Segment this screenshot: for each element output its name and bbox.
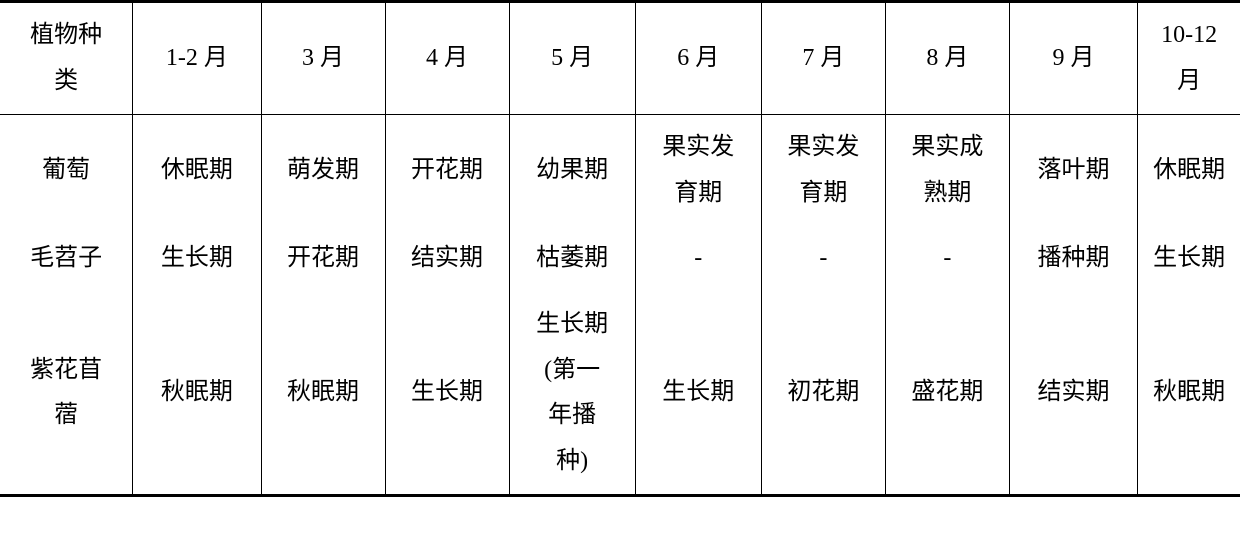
phenology-table-container: 植物种类1-2 月3 月4 月5 月6 月7 月8 月9 月10-12月 葡萄休…	[0, 0, 1240, 550]
cell-m3: 萌发期	[261, 115, 385, 227]
table-row: 紫花苜蓿秋眠期秋眠期生长期生长期(第一年播种)生长期初花期盛花期结实期秋眠期	[0, 292, 1240, 496]
cell-m6: 果实发育期	[635, 115, 761, 227]
header-row: 植物种类1-2 月3 月4 月5 月6 月7 月8 月9 月10-12月	[0, 2, 1240, 115]
col-header-m4: 4 月	[385, 2, 509, 115]
cell-m5: 枯萎期	[509, 226, 635, 292]
cell-m7: 初花期	[761, 292, 885, 496]
cell-m3: 秋眠期	[261, 292, 385, 496]
table-head: 植物种类1-2 月3 月4 月5 月6 月7 月8 月9 月10-12月	[0, 2, 1240, 115]
phenology-table: 植物种类1-2 月3 月4 月5 月6 月7 月8 月9 月10-12月 葡萄休…	[0, 0, 1240, 497]
col-header-plant: 植物种类	[0, 2, 133, 115]
cell-m9: 落叶期	[1009, 115, 1137, 227]
table-body: 葡萄休眠期萌发期开花期幼果期果实发育期果实发育期果实成熟期落叶期休眠期毛苕子生长…	[0, 115, 1240, 496]
cell-m5: 生长期(第一年播种)	[509, 292, 635, 496]
cell-m1_2: 秋眠期	[133, 292, 261, 496]
cell-m1_2: 生长期	[133, 226, 261, 292]
cell-m10_12: 秋眠期	[1138, 292, 1240, 496]
table-row: 毛苕子生长期开花期结实期枯萎期---播种期生长期	[0, 226, 1240, 292]
cell-m8: 盛花期	[885, 292, 1009, 496]
cell-m6: 生长期	[635, 292, 761, 496]
cell-m8: -	[885, 226, 1009, 292]
cell-m7: -	[761, 226, 885, 292]
cell-m3: 开花期	[261, 226, 385, 292]
cell-m9: 播种期	[1009, 226, 1137, 292]
col-header-m7: 7 月	[761, 2, 885, 115]
cell-m4: 结实期	[385, 226, 509, 292]
cell-m7: 果实发育期	[761, 115, 885, 227]
cell-m10_12: 生长期	[1138, 226, 1240, 292]
cell-m4: 生长期	[385, 292, 509, 496]
col-header-m6: 6 月	[635, 2, 761, 115]
cell-m9: 结实期	[1009, 292, 1137, 496]
table-row: 葡萄休眠期萌发期开花期幼果期果实发育期果实发育期果实成熟期落叶期休眠期	[0, 115, 1240, 227]
cell-plant: 葡萄	[0, 115, 133, 227]
col-header-m1_2: 1-2 月	[133, 2, 261, 115]
cell-m5: 幼果期	[509, 115, 635, 227]
col-header-m8: 8 月	[885, 2, 1009, 115]
cell-m6: -	[635, 226, 761, 292]
col-header-m3: 3 月	[261, 2, 385, 115]
col-header-m10_12: 10-12月	[1138, 2, 1240, 115]
cell-plant: 紫花苜蓿	[0, 292, 133, 496]
cell-m10_12: 休眠期	[1138, 115, 1240, 227]
col-header-m5: 5 月	[509, 2, 635, 115]
cell-plant: 毛苕子	[0, 226, 133, 292]
col-header-m9: 9 月	[1009, 2, 1137, 115]
cell-m8: 果实成熟期	[885, 115, 1009, 227]
cell-m4: 开花期	[385, 115, 509, 227]
cell-m1_2: 休眠期	[133, 115, 261, 227]
